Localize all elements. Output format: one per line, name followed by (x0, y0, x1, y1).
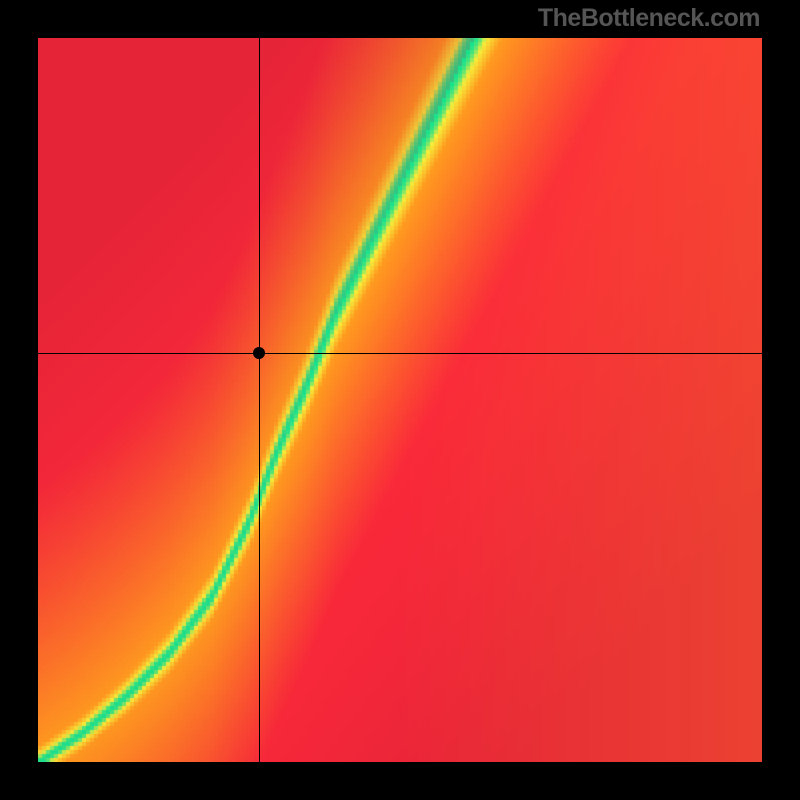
crosshair-vertical (259, 38, 260, 762)
figure-root: TheBottleneck.com (0, 0, 800, 800)
watermark-text: TheBottleneck.com (538, 4, 760, 33)
plot-area (38, 38, 762, 762)
crosshair-horizontal (38, 353, 762, 354)
crosshair-marker (253, 347, 265, 359)
heatmap-canvas (38, 38, 762, 762)
